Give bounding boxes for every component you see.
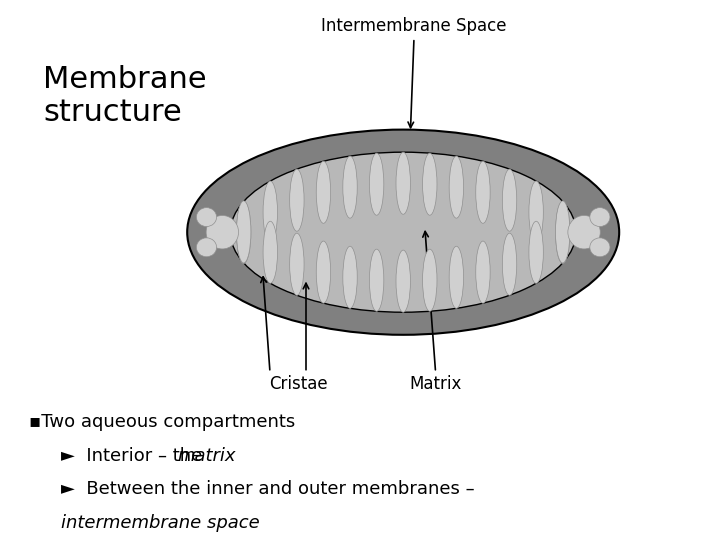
Ellipse shape	[263, 221, 277, 284]
Ellipse shape	[556, 201, 570, 264]
Text: Intermembrane Space: Intermembrane Space	[321, 17, 507, 35]
Ellipse shape	[476, 241, 490, 303]
Ellipse shape	[343, 156, 357, 218]
Ellipse shape	[197, 238, 217, 257]
Ellipse shape	[187, 130, 619, 335]
Ellipse shape	[556, 201, 570, 263]
Ellipse shape	[316, 241, 330, 303]
Text: ►  Between the inner and outer membranes –: ► Between the inner and outer membranes …	[61, 480, 474, 498]
Text: Cristae: Cristae	[269, 375, 328, 393]
Ellipse shape	[529, 221, 544, 284]
Ellipse shape	[236, 201, 251, 264]
Ellipse shape	[590, 238, 610, 257]
Ellipse shape	[197, 208, 217, 227]
Ellipse shape	[230, 152, 576, 312]
Ellipse shape	[476, 161, 490, 224]
Ellipse shape	[590, 208, 610, 227]
Ellipse shape	[236, 201, 251, 263]
Ellipse shape	[449, 246, 464, 308]
Ellipse shape	[343, 246, 357, 308]
Ellipse shape	[423, 249, 437, 311]
Ellipse shape	[263, 181, 277, 243]
Text: ►  Interior – the: ► Interior – the	[61, 447, 208, 464]
Ellipse shape	[503, 169, 517, 231]
Text: Matrix: Matrix	[410, 375, 462, 393]
Ellipse shape	[369, 153, 384, 215]
Text: ▪Two aqueous compartments: ▪Two aqueous compartments	[29, 413, 295, 431]
Ellipse shape	[529, 181, 544, 243]
Text: intermembrane space: intermembrane space	[61, 514, 260, 531]
Ellipse shape	[568, 215, 600, 249]
Ellipse shape	[206, 215, 238, 249]
Ellipse shape	[449, 156, 464, 218]
Ellipse shape	[503, 233, 517, 295]
Ellipse shape	[369, 249, 384, 311]
Text: Membrane
structure: Membrane structure	[43, 65, 207, 127]
Ellipse shape	[289, 169, 304, 231]
Ellipse shape	[396, 250, 410, 312]
Ellipse shape	[289, 233, 304, 295]
Text: matrix: matrix	[178, 447, 236, 464]
Ellipse shape	[423, 153, 437, 215]
Ellipse shape	[316, 161, 330, 224]
Ellipse shape	[396, 152, 410, 214]
